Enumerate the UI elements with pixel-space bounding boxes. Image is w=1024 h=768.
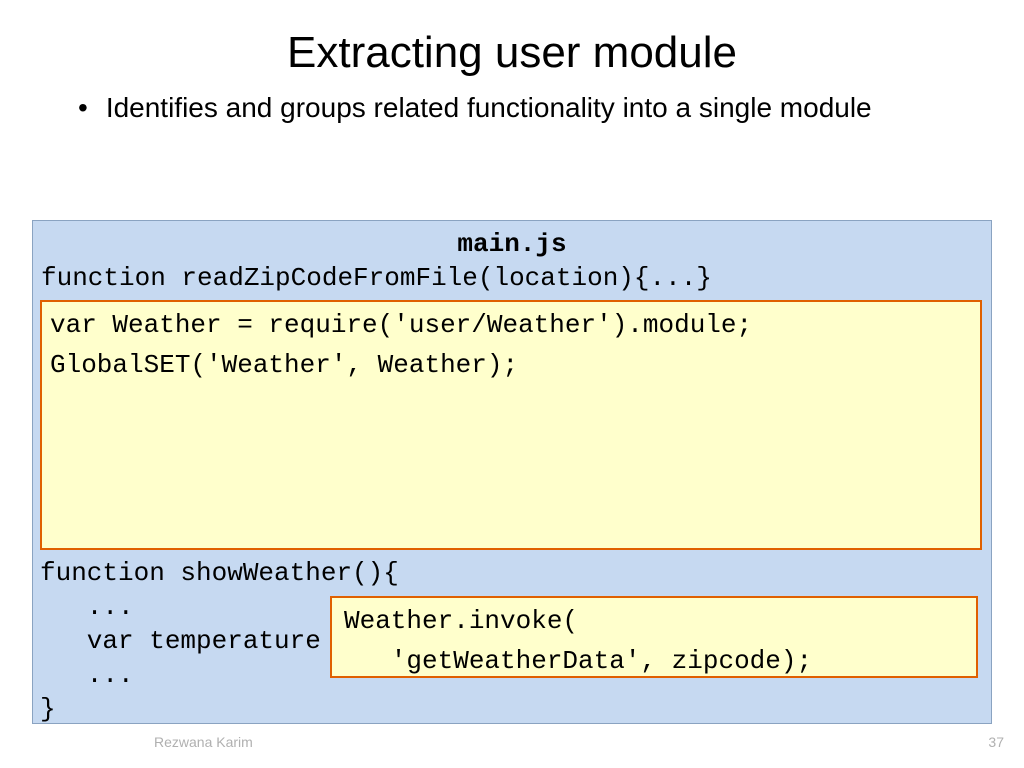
code-filename: main.js bbox=[33, 221, 991, 261]
code-line: } bbox=[32, 692, 992, 726]
highlight-box-invoke: Weather.invoke( 'getWeatherData', zipcod… bbox=[330, 596, 978, 678]
code-line: 'getWeatherData', zipcode); bbox=[332, 638, 976, 678]
footer-author: Rezwana Karim bbox=[154, 734, 253, 750]
footer-page-number: 37 bbox=[988, 734, 1004, 750]
bullet-text: Identifies and groups related functional… bbox=[106, 90, 872, 126]
code-line: var Weather = require('user/Weather').mo… bbox=[42, 302, 980, 342]
code-line: function showWeather(){ bbox=[32, 556, 992, 590]
bullet-item: • Identifies and groups related function… bbox=[0, 90, 1024, 126]
slide: Extracting user module • Identifies and … bbox=[0, 0, 1024, 768]
code-line: GlobalSET('Weather', Weather); bbox=[42, 342, 980, 382]
bullet-marker: • bbox=[78, 90, 88, 126]
highlight-box-require: var Weather = require('user/Weather').mo… bbox=[40, 300, 982, 550]
code-line: function readZipCodeFromFile(location){.… bbox=[33, 261, 991, 295]
code-line: Weather.invoke( bbox=[332, 598, 976, 638]
slide-title: Extracting user module bbox=[0, 0, 1024, 90]
